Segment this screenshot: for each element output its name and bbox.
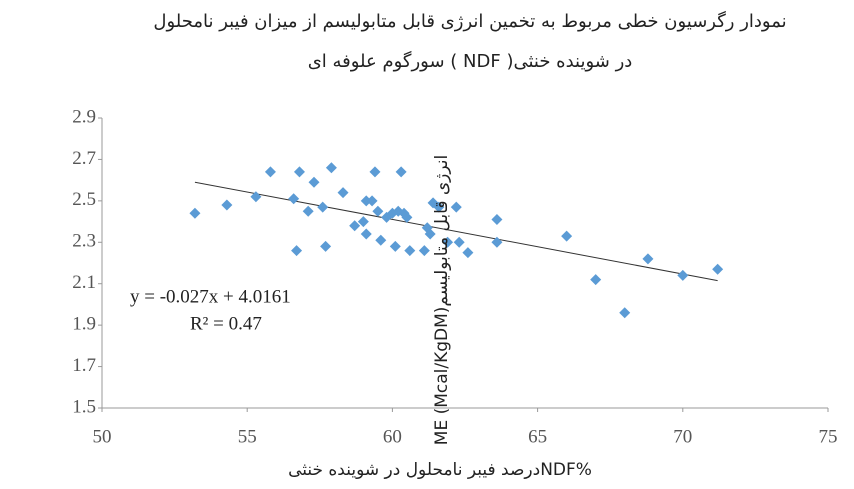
point <box>491 236 503 248</box>
r-squared: R² = 0.47 <box>190 313 262 334</box>
equation: y = -0.027x + 4.0161 <box>130 286 291 307</box>
point <box>424 228 436 240</box>
x-tick-label: 55 <box>238 426 257 447</box>
point <box>360 228 372 240</box>
y-tick-label: 2.3 <box>72 231 96 252</box>
x-tick-label: 50 <box>93 426 112 447</box>
point <box>712 263 724 275</box>
point <box>264 166 276 178</box>
y-tick-label: 2.9 <box>72 106 96 127</box>
point <box>302 205 314 217</box>
point <box>395 166 407 178</box>
x-tick-label: 65 <box>528 426 547 447</box>
y-tick-label: 1.9 <box>72 314 96 335</box>
point <box>189 207 201 219</box>
point <box>561 230 573 242</box>
point <box>308 176 320 188</box>
point <box>642 253 654 265</box>
point <box>677 269 689 281</box>
point <box>366 195 378 207</box>
x-axis-title: درصد فیبر نامحلول در شوینده خنثیNDF% <box>288 460 592 480</box>
point <box>442 236 454 248</box>
point <box>462 247 474 259</box>
point <box>337 187 349 199</box>
point <box>590 274 602 286</box>
y-tick-label: 2.5 <box>72 189 96 210</box>
point <box>291 245 303 257</box>
point <box>418 245 430 257</box>
point <box>369 166 381 178</box>
point <box>375 234 387 246</box>
y-tick-label: 1.7 <box>72 355 96 376</box>
point <box>320 240 332 252</box>
point <box>357 216 369 228</box>
point <box>433 201 445 213</box>
point <box>491 214 503 225</box>
point <box>221 199 233 211</box>
point <box>288 193 300 205</box>
chart-title: نمودار رگرسیون خطی مربوط به تخمین انرژی … <box>153 10 786 32</box>
x-tick-label: 60 <box>383 426 402 447</box>
point <box>404 245 416 257</box>
point <box>293 166 305 178</box>
point <box>360 195 372 207</box>
point <box>453 236 465 248</box>
y-tick-label: 2.1 <box>72 272 96 293</box>
y-tick-label: 1.5 <box>72 396 96 417</box>
point <box>325 162 337 174</box>
y-axis-title: ME (Mcal/KgDM)انرژی قابل متابولیسم <box>432 155 452 445</box>
point <box>250 191 262 203</box>
x-tick-label: 70 <box>673 426 692 447</box>
x-tick-label: 75 <box>819 426 838 447</box>
point <box>619 307 631 319</box>
point <box>389 240 401 252</box>
point <box>401 211 413 223</box>
chart-title: در شوینده خنثی( NDF ) سورگوم علوفه ای <box>308 50 633 72</box>
y-tick-label: 2.7 <box>72 148 96 169</box>
point <box>372 205 384 217</box>
trendline <box>194 181 718 282</box>
point <box>317 201 329 213</box>
point <box>349 220 361 232</box>
point <box>450 201 462 213</box>
